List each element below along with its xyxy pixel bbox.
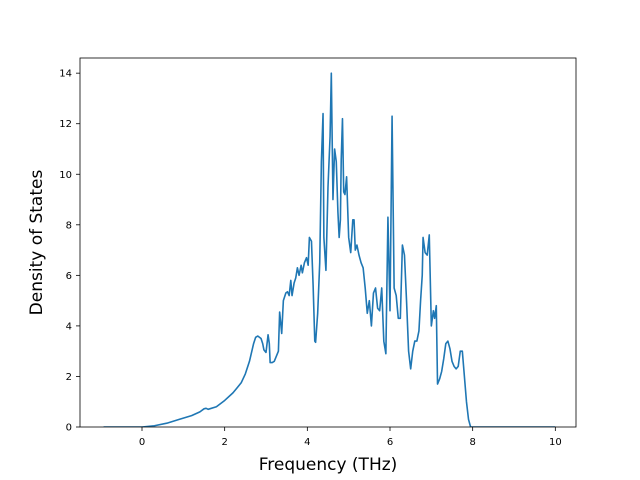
series-line-0 [103,72,556,427]
x-axis-ticks: 0 2 4 6 8 10 [139,427,562,448]
x-tick-label: 0 [139,437,145,448]
y-axis-label: Density of States [27,170,47,316]
plot-area [79,57,577,428]
plot-frame [79,57,577,428]
x-axis-label: Frequency (THz) [259,455,398,475]
x-tick-label: 4 [304,437,310,448]
y-tick-label: 10 [59,170,72,181]
y-axis-ticks: 0 2 4 6 8 10 12 14 [59,69,80,434]
x-tick-label: 10 [549,437,562,448]
y-tick-label: 14 [59,69,72,80]
y-tick-label: 8 [66,220,72,231]
y-tick-label: 12 [59,119,72,130]
y-tick-label: 2 [66,372,72,383]
y-tick-label: 4 [66,321,72,332]
x-tick-label: 8 [469,437,475,448]
y-tick-label: 0 [66,423,72,434]
x-tick-label: 6 [387,437,393,448]
y-tick-label: 6 [66,271,72,282]
x-tick-label: 2 [221,437,227,448]
